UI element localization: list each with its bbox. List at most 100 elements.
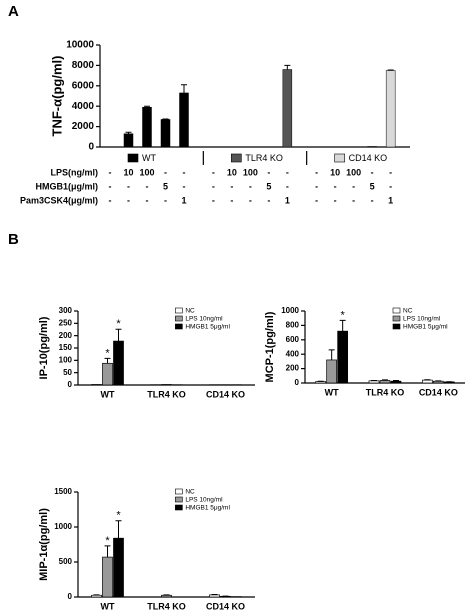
- panel-label: A: [8, 3, 19, 20]
- y-tick-label: 800: [286, 321, 300, 330]
- error-bar: [104, 357, 111, 364]
- bar: [385, 70, 396, 148]
- error-bar: [125, 131, 132, 134]
- bar: [282, 69, 293, 148]
- x-tick-label: CD14 KO: [206, 389, 245, 399]
- y-tick-label: 0: [68, 380, 73, 389]
- y-tick-label: 500: [59, 557, 73, 566]
- error-bar: [104, 545, 111, 558]
- condition-level: 5: [163, 181, 168, 191]
- legend-swatch: [175, 315, 183, 322]
- condition-level: -: [249, 195, 252, 205]
- condition-level: -: [371, 167, 374, 177]
- legend-label: HMGB1 5μg/ml: [185, 505, 230, 512]
- y-tick-label: 0: [295, 378, 300, 387]
- condition-level: -: [212, 167, 215, 177]
- condition-level: -: [183, 181, 186, 191]
- y-tick-label: 8000: [72, 60, 95, 71]
- condition-level: -: [352, 195, 355, 205]
- significance-marker: *: [116, 318, 121, 330]
- y-tick-label: 400: [286, 349, 300, 358]
- error-bar: [382, 379, 388, 381]
- error-bar: [115, 328, 122, 342]
- bar: [421, 379, 433, 384]
- y-tick-label: 100: [59, 355, 73, 364]
- condition-level: -: [146, 181, 149, 191]
- legend-label: LPS 10ng/ml: [185, 316, 223, 323]
- y-tick-label: 6000: [72, 80, 95, 91]
- error-bar: [144, 105, 150, 108]
- condition-level: 1: [285, 195, 290, 205]
- y-axis-label: MCP-1(pg/ml): [264, 311, 276, 382]
- legend-label: WT: [142, 153, 156, 163]
- error-bar: [181, 84, 187, 93]
- error-bar: [339, 319, 346, 332]
- legend-label: LPS 10ng/ml: [185, 497, 223, 504]
- condition-level: -: [371, 195, 374, 205]
- legend-swatch: [231, 153, 242, 163]
- condition-level: -: [315, 195, 318, 205]
- condition-level: -: [212, 195, 215, 205]
- bar: [102, 362, 113, 386]
- bar: [113, 340, 124, 386]
- y-tick-label: 10000: [66, 40, 94, 51]
- legend-swatch: [175, 496, 183, 503]
- significance-marker: *: [105, 347, 110, 359]
- error-bar: [393, 379, 399, 382]
- y-tick-label: 4000: [72, 101, 95, 112]
- legend-swatch: [175, 323, 183, 330]
- condition-level: 5: [370, 181, 375, 191]
- condition-level: 1: [181, 195, 186, 205]
- condition-level: 1: [388, 195, 393, 205]
- y-tick-label: 600: [286, 335, 300, 344]
- condition-level: -: [334, 195, 337, 205]
- x-tick-label: CD14 KO: [419, 387, 458, 397]
- legend-label: HMGB1 5μg/ml: [185, 324, 230, 331]
- condition-level: 10: [123, 167, 133, 177]
- legend-swatch: [175, 504, 183, 511]
- legend-label: CD14 KO: [349, 153, 388, 163]
- y-tick-label: 2000: [72, 121, 95, 132]
- condition-level: -: [212, 181, 215, 191]
- condition-level: -: [230, 195, 233, 205]
- legend-label: NC: [185, 489, 195, 496]
- error-bar: [328, 349, 335, 360]
- y-tick-label: 300: [59, 306, 73, 315]
- condition-level: -: [334, 181, 337, 191]
- bar: [367, 146, 377, 148]
- x-tick-label: TLR4 KO: [366, 387, 405, 397]
- error-bar: [162, 118, 169, 120]
- y-tick-label: 50: [63, 368, 72, 377]
- x-tick-label: TLR4 KO: [147, 601, 186, 611]
- condition-level: -: [267, 167, 270, 177]
- y-tick-label: 1000: [281, 306, 299, 315]
- bar: [315, 381, 327, 384]
- bar: [160, 119, 171, 148]
- condition-level: -: [164, 167, 167, 177]
- bar: [123, 133, 134, 148]
- x-tick-label: WT: [325, 387, 339, 397]
- legend-label: HMGB1 5μg/ml: [403, 324, 448, 331]
- condition-level: -: [109, 167, 112, 177]
- legend-swatch: [392, 323, 401, 330]
- legend-swatch: [392, 315, 401, 322]
- condition-level: -: [230, 181, 233, 191]
- y-tick-label: 250: [59, 318, 73, 327]
- bar: [179, 92, 189, 148]
- panel-label: B: [8, 231, 19, 248]
- condition-label: LPS(ng/ml): [51, 167, 99, 177]
- condition-level: -: [109, 195, 112, 205]
- y-axis-label: MIP-1α(pg/ml): [38, 508, 50, 581]
- condition-level: -: [164, 195, 167, 205]
- condition-level: -: [146, 195, 149, 205]
- y-tick-label: 1500: [54, 487, 72, 496]
- legend-swatch: [334, 153, 345, 163]
- legend-swatch: [175, 488, 183, 495]
- bar: [379, 380, 391, 384]
- condition-level: -: [286, 181, 289, 191]
- bar: [337, 330, 349, 384]
- condition-level: -: [286, 167, 289, 177]
- legend-label: LPS 10ng/ml: [403, 316, 441, 323]
- legend-swatch: [392, 307, 401, 314]
